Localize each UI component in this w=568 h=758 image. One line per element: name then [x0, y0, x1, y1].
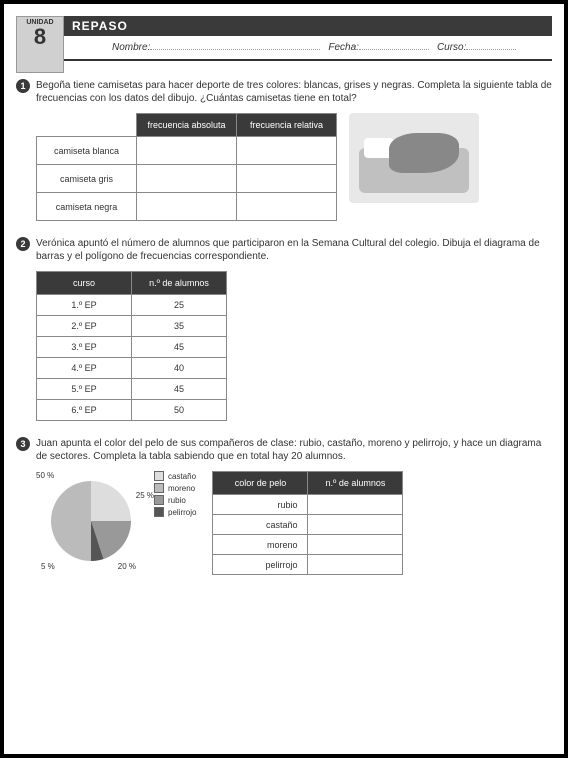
info-line: Nombre: Fecha: Curso:: [64, 36, 552, 61]
header: UNIDAD 8 REPASO Nombre: Fecha: Curso:: [16, 16, 552, 73]
q1-text: Begoña tiene camisetas para hacer deport…: [36, 79, 552, 105]
q3-table: color de pelo n.º de alumnos rubio casta…: [212, 471, 403, 575]
question-2: 2 Verónica apuntó el número de alumnos q…: [16, 237, 552, 421]
unit-number: 8: [23, 26, 57, 48]
fecha-label: Fecha:: [328, 42, 359, 53]
q1-row-1: camiseta blanca: [37, 137, 137, 165]
q1-row-2: camiseta gris: [37, 165, 137, 193]
question-3: 3 Juan apunta el color del pelo de sus c…: [16, 437, 552, 575]
q3-text: Juan apunta el color del pelo de sus com…: [36, 437, 552, 463]
question-1: 1 Begoña tiene camisetas para hacer depo…: [16, 79, 552, 221]
page-title: REPASO: [64, 16, 552, 36]
q3-header-2: n.º de alumnos: [308, 472, 403, 495]
q2-header-2: n.º de alumnos: [132, 272, 227, 295]
q2-table: curso n.º de alumnos 1.º EP25 2.º EP35 3…: [36, 271, 227, 421]
q1-table: frecuencia absoluta frecuencia relativa …: [36, 113, 337, 221]
curso-label: Curso:: [437, 42, 466, 53]
q1-header-1: frecuencia absoluta: [137, 114, 237, 137]
q3-header-1: color de pelo: [213, 472, 308, 495]
bed-illustration: [349, 113, 479, 203]
unit-box: UNIDAD 8: [16, 16, 64, 73]
nombre-label: Nombre:: [112, 42, 150, 53]
q1-row-3: camiseta negra: [37, 193, 137, 221]
pie-legend: castaño moreno rubio pelirrojo: [154, 471, 196, 571]
pie-chart: 50 % 25 % 20 % 5 %: [36, 471, 146, 571]
q1-badge: 1: [16, 79, 30, 93]
q1-header-2: frecuencia relativa: [237, 114, 337, 137]
q2-badge: 2: [16, 237, 30, 251]
q2-text: Verónica apuntó el número de alumnos que…: [36, 237, 552, 263]
q3-badge: 3: [16, 437, 30, 451]
q2-header-1: curso: [37, 272, 132, 295]
